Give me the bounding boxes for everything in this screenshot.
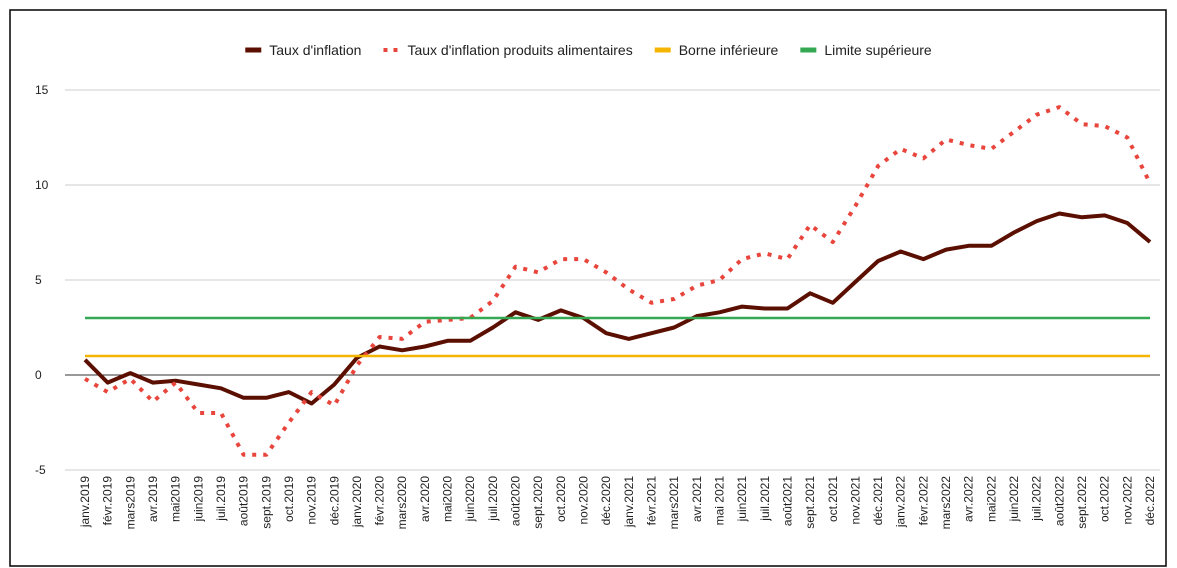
x-tick-label: juin2019 [191, 476, 205, 523]
x-tick-label: juin2021 [735, 476, 749, 523]
x-tick-label: août2022 [1052, 476, 1066, 526]
x-tick-label: déc.2020 [599, 476, 613, 526]
legend-label: Borne inférieure [679, 42, 779, 58]
x-tick-label: janv.2020 [350, 476, 364, 528]
legend-label: Taux d'inflation produits alimentaires [407, 42, 632, 58]
x-tick-label: janv.2021 [622, 476, 636, 528]
x-tick-label: sept.2020 [531, 476, 545, 529]
x-tick-label: avr.2021 [690, 476, 704, 522]
x-tick-label: mars2019 [123, 476, 137, 530]
x-tick-label: avr.2022 [962, 476, 976, 522]
legend: Taux d'inflation Taux d'inflation produit… [245, 42, 932, 58]
y-tick-label: 5 [35, 273, 42, 287]
x-tick-label: juil.2021 [758, 476, 772, 522]
x-tick-label: févr.2020 [373, 476, 387, 526]
x-tick-label: oct.2019 [282, 476, 296, 522]
chart-frame [9, 9, 1167, 567]
x-tick-label: nov.2021 [848, 476, 862, 525]
x-tick-label: déc.2019 [327, 476, 341, 526]
series-line [83, 105, 1152, 457]
y-tick-label: -5 [35, 463, 46, 477]
x-tick-label: oct.2020 [554, 476, 568, 522]
y-tick-label: 10 [35, 178, 49, 192]
x-tick-label: déc.2021 [871, 476, 885, 526]
x-tick-label: mai2019 [169, 476, 183, 522]
x-tick-label: mars2022 [939, 476, 953, 530]
x-tick-label: oct.2021 [826, 476, 840, 522]
x-tick-label: déc.2022 [1143, 476, 1157, 526]
x-tick-label: juin2022 [1007, 476, 1021, 523]
series-line [83, 211, 1152, 406]
x-tick-label: juil.2020 [486, 476, 500, 522]
x-tick-label: juil.2019 [214, 476, 228, 522]
x-tick-label: sept.2021 [803, 476, 817, 529]
x-tick-label: août2020 [509, 476, 523, 526]
x-tick-label: mars2020 [395, 476, 409, 530]
legend-label: Taux d'inflation [269, 42, 361, 58]
y-tick-label: 0 [35, 368, 42, 382]
x-tick-label: janv.2022 [894, 476, 908, 528]
x-tick-label: sept.2022 [1075, 476, 1089, 529]
x-tick-label: nov.2022 [1120, 476, 1134, 525]
x-tick-label: sept.2019 [259, 476, 273, 529]
x-tick-label: août2021 [780, 476, 794, 526]
y-tick-label: 15 [35, 83, 49, 97]
x-tick-label: mai2020 [441, 476, 455, 522]
x-tick-label: févr.2022 [916, 476, 930, 526]
x-tick-label: mai2022 [984, 476, 998, 522]
x-tick-label: févr.2019 [101, 476, 115, 526]
x-tick-label: juin2020 [463, 476, 477, 523]
legend-label: Limite supérieure [824, 42, 932, 58]
x-tick-label: févr.2021 [644, 476, 658, 526]
x-tick-label: juil.2022 [1030, 476, 1044, 522]
x-tick-label: mai 2021 [712, 476, 726, 526]
x-tick-label: janv.2019 [78, 476, 92, 528]
x-tick-label: nov.2019 [305, 476, 319, 525]
x-tick-label: avr.2019 [146, 476, 160, 522]
x-tick-label: oct.2022 [1098, 476, 1112, 522]
x-tick-label: août2019 [237, 476, 251, 526]
x-tick-label: avr.2020 [418, 476, 432, 522]
x-tick-label: mars2021 [667, 476, 681, 530]
x-tick-label: nov.2020 [577, 476, 591, 525]
